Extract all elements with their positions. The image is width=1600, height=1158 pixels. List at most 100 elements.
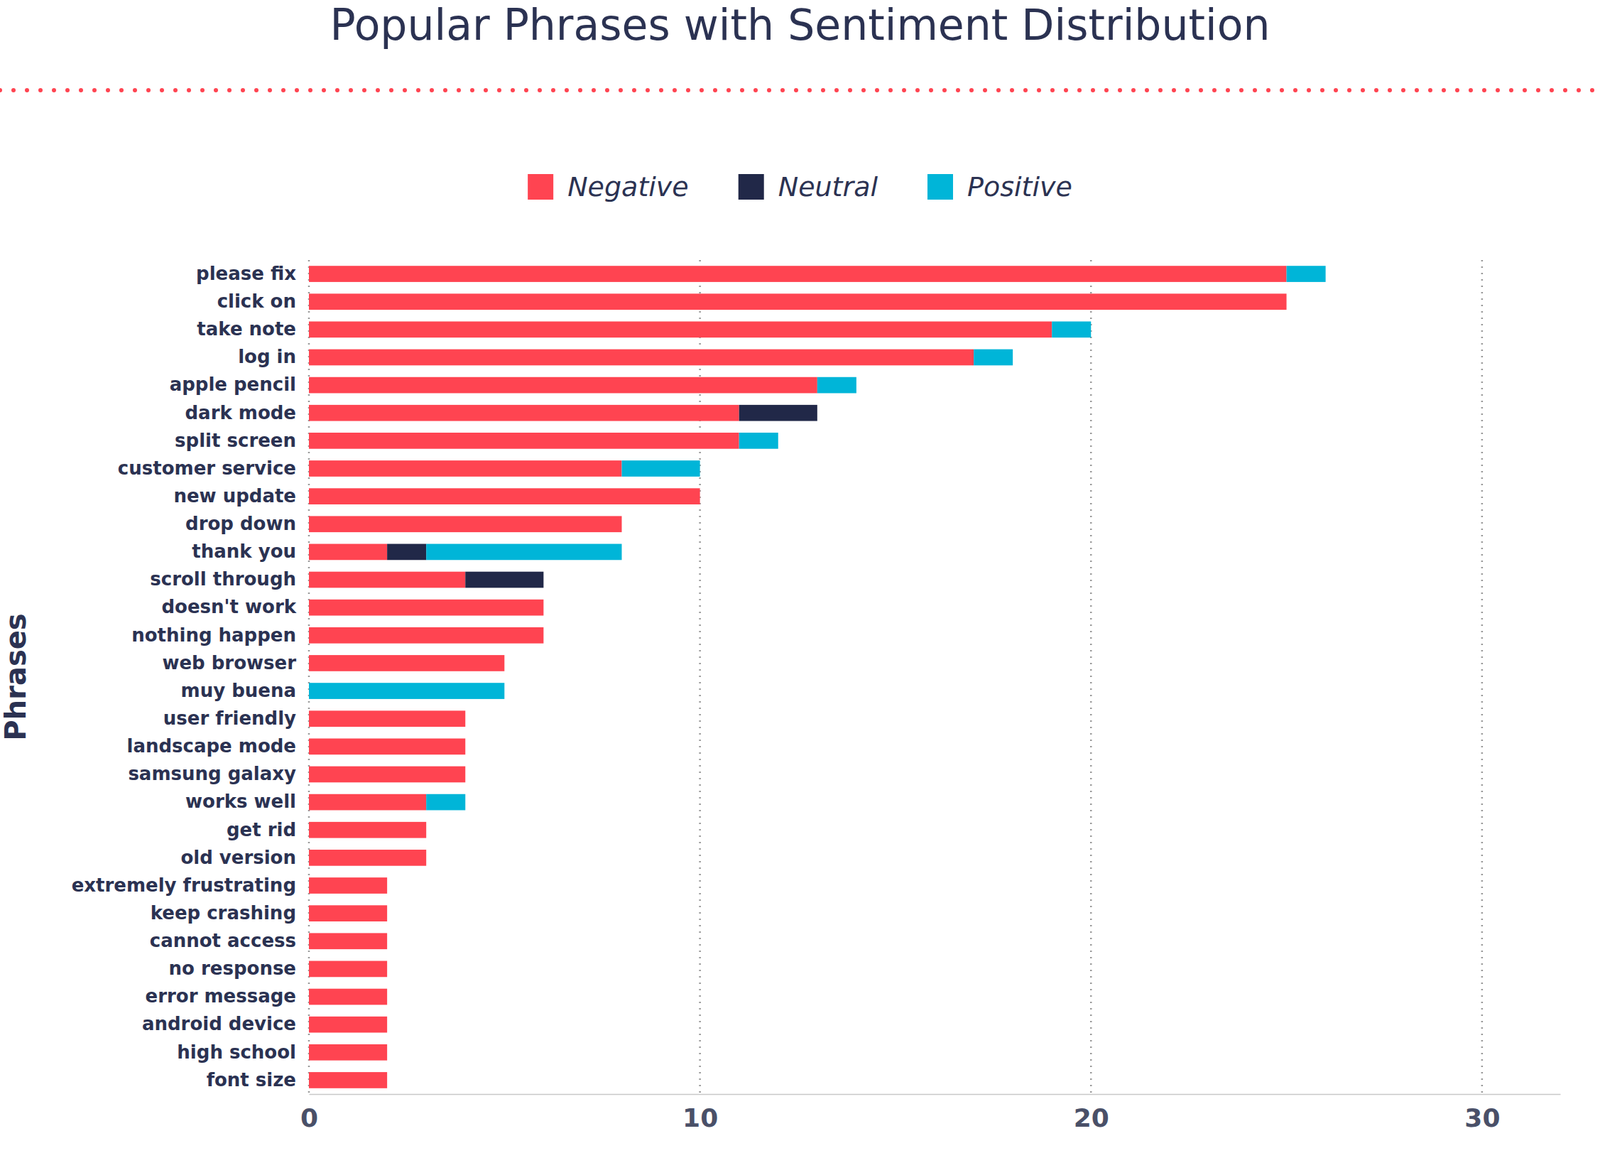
y-tick-label: no response <box>169 957 297 979</box>
y-tick-label: customer service <box>117 457 297 479</box>
bar <box>308 904 388 922</box>
bar <box>1286 293 1287 310</box>
y-tick-label: cannot access <box>149 929 297 951</box>
y-tick-label: samsung galaxy <box>127 762 297 785</box>
y-tick: dark mode <box>184 401 309 424</box>
y-tick: font size <box>206 1068 309 1091</box>
y-tick: muy buena <box>181 679 309 701</box>
series-bars <box>387 404 818 588</box>
bar <box>308 377 818 394</box>
y-axis-title: Phrases <box>0 612 32 740</box>
bar <box>543 599 544 616</box>
y-tick: please fix <box>196 262 309 285</box>
legend-label: Negative <box>567 171 689 203</box>
x-tick: 10 <box>682 1093 718 1133</box>
bar <box>308 599 544 616</box>
bar <box>543 627 544 644</box>
bar <box>1286 293 1287 310</box>
bar <box>308 432 740 449</box>
legend: Negative Neutral Positive <box>527 171 1073 203</box>
bar <box>308 571 466 589</box>
y-tick-label: error message <box>145 984 297 1007</box>
bar <box>621 515 623 532</box>
y-tick-label: apple pencil <box>169 373 297 395</box>
y-tick: customer service <box>117 457 309 479</box>
y-tick-label: web browser <box>161 651 297 674</box>
bar <box>308 487 701 505</box>
legend-label: Neutral <box>778 171 879 203</box>
bar <box>308 543 388 561</box>
y-tick: scroll through <box>149 568 309 590</box>
y-tick: user friendly <box>163 707 309 729</box>
legend-swatch <box>527 173 554 200</box>
bar <box>387 988 388 1005</box>
y-axis: please fixclick ontake notelog inapple p… <box>71 262 309 1091</box>
bar <box>504 654 505 672</box>
y-tick-label: new update <box>173 485 297 507</box>
bar <box>308 710 466 727</box>
bar <box>465 766 466 783</box>
bar <box>387 960 388 978</box>
y-tick: works well <box>185 790 309 812</box>
legend-swatch <box>927 173 954 200</box>
bar <box>817 377 857 394</box>
y-tick-label: user friendly <box>163 707 297 729</box>
grid <box>308 259 1483 1094</box>
y-tick: thank you <box>191 540 309 562</box>
legend-label: Positive <box>967 171 1073 203</box>
y-tick-label: thank you <box>191 540 297 562</box>
legend-swatch <box>738 173 765 200</box>
title: Popular Phrases with Sentiment Distribut… <box>330 0 1271 50</box>
bar <box>308 404 740 422</box>
bar <box>308 1071 388 1088</box>
bar <box>699 487 701 505</box>
series-bars <box>308 265 1287 1088</box>
x-tick: 0 <box>300 1093 319 1133</box>
y-tick: samsung galaxy <box>127 762 309 785</box>
bar <box>426 793 466 811</box>
bar <box>426 821 427 838</box>
bar <box>504 654 505 672</box>
bar <box>387 904 388 922</box>
y-tick-label: muy buena <box>181 679 297 701</box>
separator <box>0 88 1600 93</box>
x-tick: 20 <box>1073 1093 1110 1133</box>
y-tick-label: get rid <box>226 818 297 841</box>
bar <box>387 1043 388 1061</box>
grid-line <box>1481 259 1484 1094</box>
bar <box>308 460 623 477</box>
y-tick-label: log in <box>237 345 297 368</box>
bar <box>973 349 1013 366</box>
bar <box>426 849 427 866</box>
series-bars <box>308 265 1326 810</box>
bar <box>621 515 623 532</box>
legend-item: Neutral <box>738 171 879 203</box>
bar <box>308 293 1287 310</box>
y-tick: nothing happen <box>131 624 309 646</box>
y-tick-label: high school <box>176 1041 297 1063</box>
bar <box>387 1016 388 1033</box>
y-tick: doesn't work <box>161 595 309 618</box>
x-axis-line <box>309 1093 1561 1096</box>
x-axis: 0102030 <box>300 1093 1561 1133</box>
y-tick: no response <box>169 957 309 979</box>
bar <box>308 265 1287 282</box>
bar <box>622 460 701 477</box>
bar <box>387 543 427 561</box>
bar <box>739 404 818 422</box>
bar <box>387 1043 388 1061</box>
bar <box>308 515 623 532</box>
bars <box>308 265 1326 1088</box>
bar <box>1286 265 1326 282</box>
x-tick-label: 20 <box>1073 1102 1110 1133</box>
y-tick-label: drop down <box>185 512 297 535</box>
y-tick: click on <box>217 290 309 312</box>
bar <box>308 737 466 755</box>
bar <box>308 849 427 866</box>
bar <box>426 821 427 838</box>
y-tick: log in <box>237 345 309 368</box>
bar <box>387 1016 388 1033</box>
bar <box>387 1071 388 1088</box>
y-tick-label: doesn't work <box>161 595 297 618</box>
bar <box>308 320 1052 338</box>
